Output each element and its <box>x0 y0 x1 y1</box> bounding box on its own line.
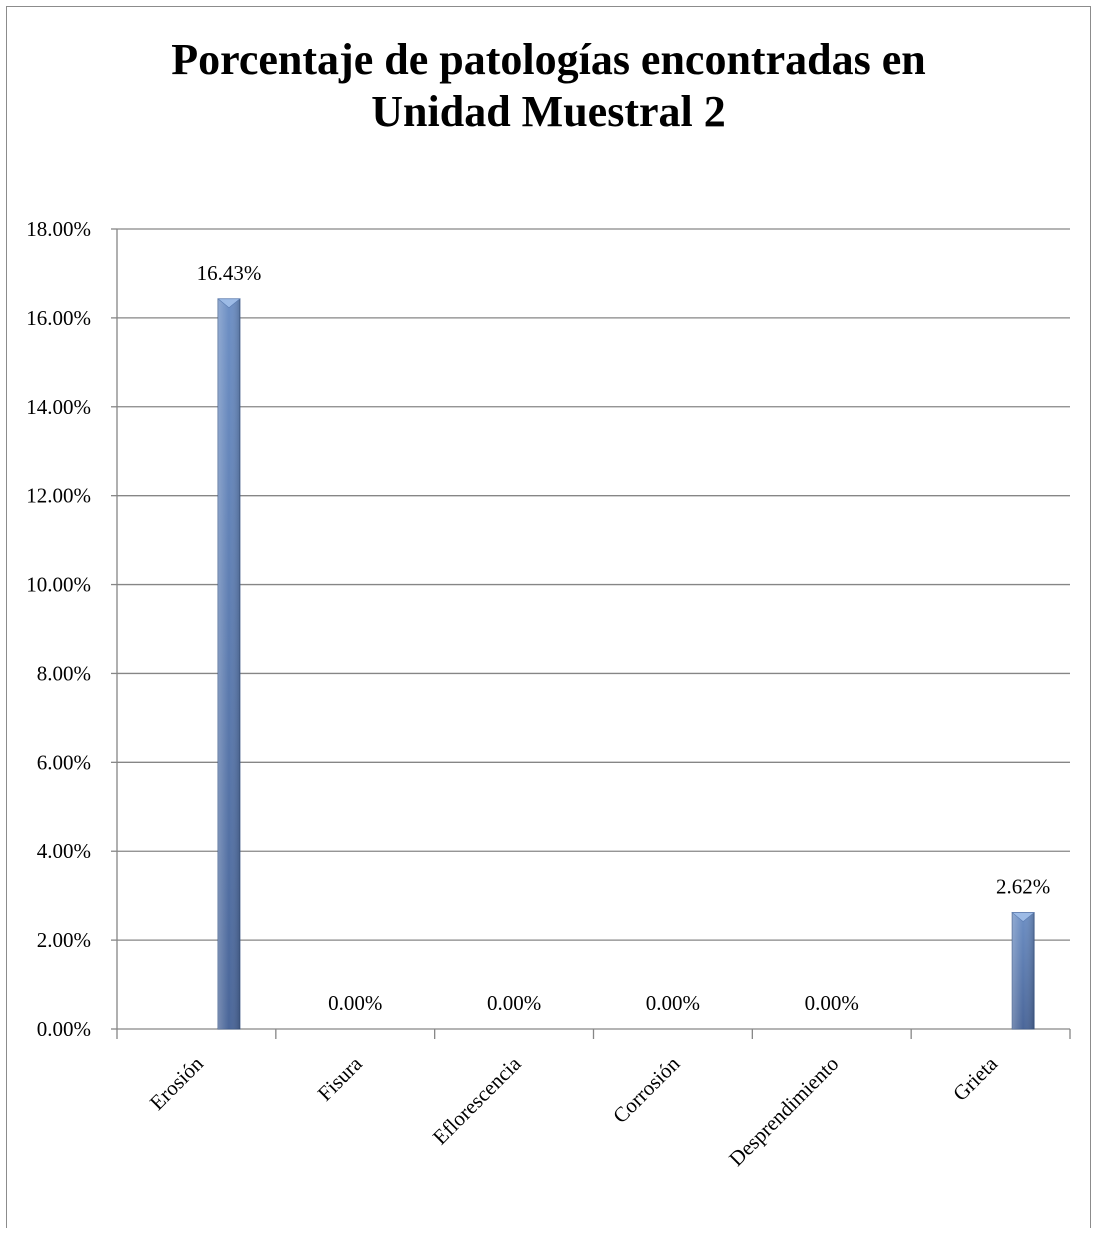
y-tick-label: 8.00% <box>37 661 91 685</box>
chart-frame <box>6 6 1091 1228</box>
bar-erosión <box>217 298 241 1030</box>
y-tick-label: 18.00% <box>26 217 91 241</box>
bar-grieta <box>1011 912 1035 1030</box>
x-tick-label: Grieta <box>948 1051 1003 1106</box>
x-tick-label: Fisura <box>313 1051 368 1106</box>
bar-shade <box>217 298 240 1029</box>
data-label: 2.62% <box>996 875 1050 899</box>
data-label: 0.00% <box>646 991 700 1015</box>
data-label: 0.00% <box>328 991 382 1015</box>
data-label: 16.43% <box>197 261 262 285</box>
y-tick-label: 14.00% <box>26 395 91 419</box>
y-tick-label: 2.00% <box>37 928 91 952</box>
y-tick-label: 0.00% <box>37 1017 91 1041</box>
bars <box>217 298 1035 1030</box>
axes <box>111 228 1071 1039</box>
y-tick-label: 10.00% <box>26 573 91 597</box>
chart-title: Porcentaje de patologías encontradas en … <box>0 34 1097 138</box>
bar-cap <box>1011 912 1035 922</box>
x-tick-label: Corrosión <box>608 1051 685 1128</box>
bar-shade <box>1012 912 1035 1029</box>
x-tick-label: Erosión <box>145 1051 209 1115</box>
y-tick-label: 4.00% <box>37 839 91 863</box>
x-tick-label: Desprendimiento <box>724 1052 843 1171</box>
chart-title-line-2: Unidad Muestral 2 <box>371 87 726 136</box>
data-label: 0.00% <box>805 991 859 1015</box>
y-tick-label: 16.00% <box>26 306 91 330</box>
y-tick-label: 6.00% <box>37 750 91 774</box>
labels: 0.00% 2.00% 4.00% 6.00% 8.00% 10.00% 12.00% 14.… <box>26 217 1050 1171</box>
x-tick-label: Eflorescencia <box>428 1051 526 1149</box>
bar-cap <box>217 298 241 309</box>
data-label: 0.00% <box>487 991 541 1015</box>
chart-title-line-1: Porcentaje de patologías encontradas en <box>171 35 926 84</box>
y-tick-label: 12.00% <box>26 484 91 508</box>
gridlines <box>117 228 1070 941</box>
